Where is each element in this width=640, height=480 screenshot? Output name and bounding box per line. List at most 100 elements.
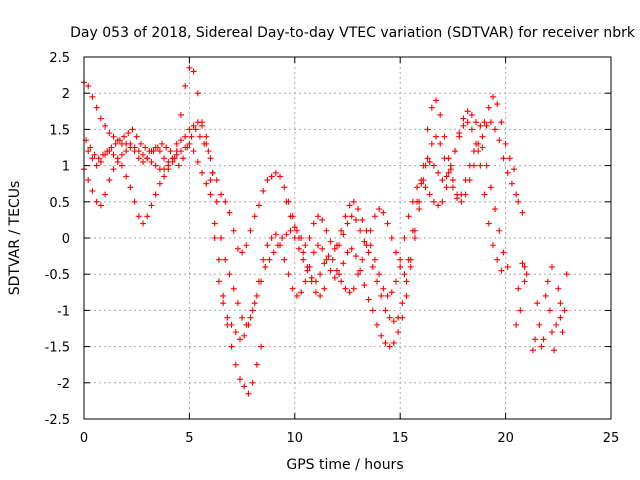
data-point bbox=[270, 249, 277, 256]
data-point bbox=[140, 151, 147, 158]
data-point bbox=[494, 101, 501, 108]
data-point bbox=[329, 256, 336, 263]
data-point bbox=[464, 108, 471, 115]
data-point bbox=[314, 213, 321, 220]
data-point bbox=[116, 137, 123, 144]
data-point bbox=[445, 169, 452, 176]
data-point bbox=[500, 155, 507, 162]
data-point bbox=[470, 148, 477, 155]
data-point bbox=[220, 300, 227, 307]
data-point bbox=[106, 148, 113, 155]
data-point bbox=[140, 158, 147, 165]
data-point bbox=[175, 162, 182, 169]
data-point bbox=[194, 90, 201, 97]
data-point bbox=[414, 184, 421, 191]
data-point bbox=[243, 242, 250, 249]
data-point bbox=[135, 213, 142, 220]
data-point bbox=[350, 198, 357, 205]
data-point bbox=[513, 321, 520, 328]
data-point bbox=[158, 140, 165, 147]
data-point bbox=[207, 191, 214, 198]
data-point bbox=[293, 227, 300, 234]
y-tick-label: 0 bbox=[62, 232, 70, 247]
data-point bbox=[110, 151, 117, 158]
series-1 bbox=[81, 79, 520, 325]
data-point bbox=[140, 220, 147, 227]
data-point bbox=[384, 220, 391, 227]
data-point bbox=[544, 278, 551, 285]
data-point bbox=[357, 227, 364, 234]
data-point bbox=[89, 187, 96, 194]
data-point bbox=[102, 122, 109, 129]
data-point bbox=[268, 173, 275, 180]
data-point bbox=[548, 263, 555, 270]
data-point bbox=[397, 263, 404, 270]
data-point bbox=[365, 296, 372, 303]
data-point bbox=[236, 376, 243, 383]
data-point bbox=[173, 151, 180, 158]
data-point bbox=[553, 321, 560, 328]
data-point bbox=[460, 115, 467, 122]
data-point bbox=[152, 191, 159, 198]
data-point bbox=[454, 195, 461, 202]
data-point bbox=[127, 184, 134, 191]
data-point bbox=[211, 235, 218, 241]
data-point bbox=[496, 137, 503, 144]
data-point bbox=[346, 289, 353, 296]
data-point bbox=[557, 314, 564, 321]
data-point bbox=[148, 202, 155, 209]
data-point bbox=[359, 256, 366, 263]
x-tick-label: 5 bbox=[185, 431, 193, 446]
data-point bbox=[430, 198, 437, 205]
data-point bbox=[546, 307, 553, 314]
data-point bbox=[439, 177, 446, 184]
data-point bbox=[361, 282, 368, 289]
data-point bbox=[462, 177, 469, 184]
data-point bbox=[473, 140, 480, 147]
data-point bbox=[487, 119, 494, 126]
data-point bbox=[521, 278, 528, 285]
data-point bbox=[428, 140, 435, 147]
data-point bbox=[378, 292, 385, 299]
plot-frame bbox=[83, 56, 612, 420]
data-point bbox=[536, 321, 543, 328]
data-point bbox=[441, 133, 448, 140]
y-tick-labels: 2.5 2 1.5 1 0.5 0 -0.5 -1 -1.5 -2 -2.5 bbox=[45, 51, 70, 428]
y-tick-label: 1 bbox=[62, 160, 70, 175]
data-point bbox=[314, 242, 321, 249]
data-point bbox=[209, 169, 216, 176]
data-point bbox=[321, 260, 328, 267]
data-point bbox=[342, 285, 349, 292]
data-point bbox=[403, 292, 410, 299]
data-point bbox=[443, 173, 450, 180]
data-point bbox=[376, 271, 383, 278]
data-point bbox=[483, 122, 490, 129]
data-point bbox=[255, 202, 262, 209]
data-point bbox=[264, 177, 271, 184]
data-point bbox=[102, 191, 109, 198]
data-point bbox=[308, 278, 315, 285]
data-point bbox=[272, 231, 279, 238]
data-point bbox=[268, 235, 275, 241]
data-point bbox=[234, 300, 241, 307]
data-point bbox=[371, 256, 378, 263]
data-point bbox=[277, 173, 284, 180]
data-point bbox=[355, 271, 362, 278]
data-point bbox=[327, 238, 334, 245]
data-point bbox=[494, 256, 501, 263]
data-point bbox=[239, 249, 246, 256]
data-point bbox=[148, 158, 155, 165]
data-point bbox=[167, 148, 174, 155]
data-point bbox=[513, 191, 520, 198]
data-point bbox=[439, 198, 446, 205]
data-point bbox=[409, 198, 416, 205]
data-point bbox=[390, 339, 397, 346]
data-point bbox=[333, 242, 340, 249]
data-point bbox=[561, 307, 568, 314]
y-axis-label: SDTVAR / TECUs bbox=[7, 181, 23, 296]
data-point bbox=[498, 119, 505, 126]
x-tick-label: 10 bbox=[287, 431, 304, 446]
axis-ticks bbox=[83, 56, 612, 420]
data-point bbox=[386, 314, 393, 321]
